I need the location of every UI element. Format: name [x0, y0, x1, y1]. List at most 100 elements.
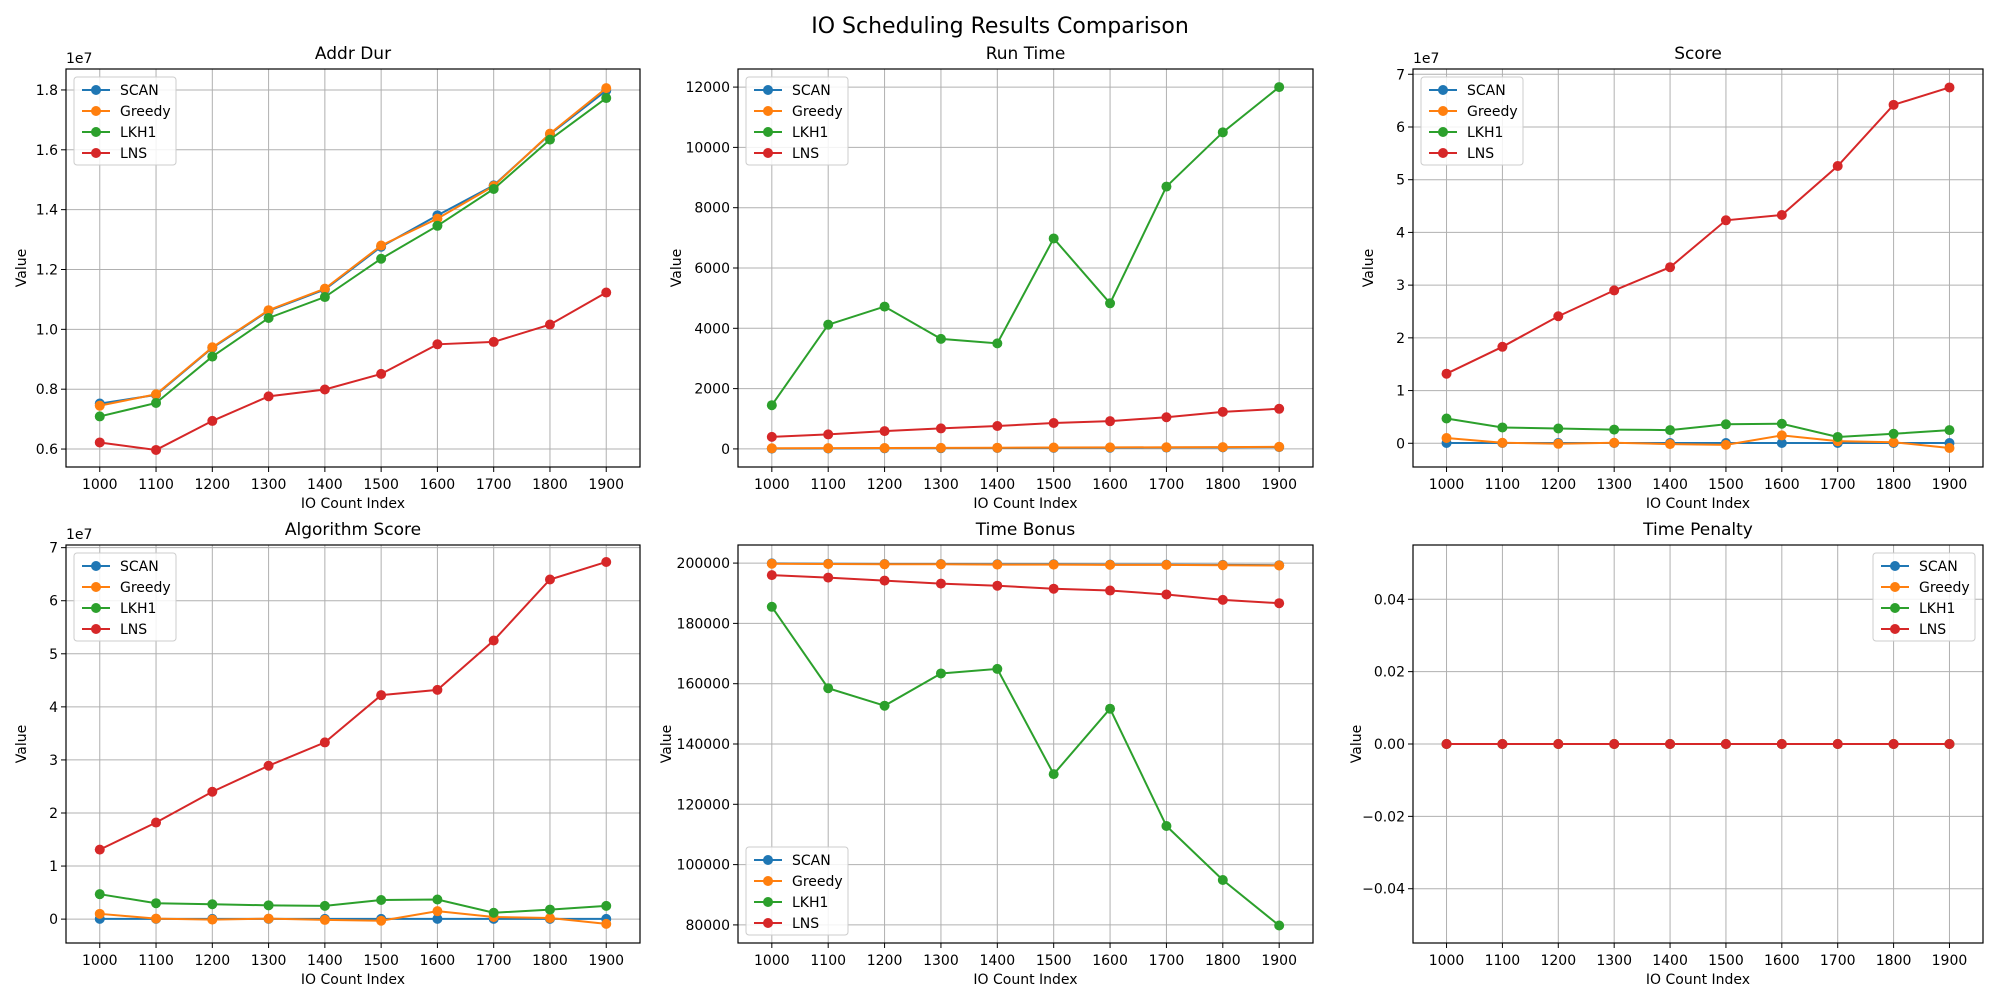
data-point	[823, 683, 834, 694]
data-point	[992, 420, 1003, 431]
data-point	[151, 397, 162, 408]
y-tick-label: 5	[49, 647, 58, 663]
x-tick-label: 1900	[1261, 477, 1297, 493]
legend-label: SCAN	[1919, 559, 1958, 575]
series-lkh1	[766, 601, 1285, 931]
x-tick-label: 1400	[979, 477, 1015, 493]
data-point	[766, 431, 777, 442]
legend-box	[745, 76, 849, 166]
data-point	[544, 574, 555, 585]
data-point	[1609, 424, 1620, 435]
data-point	[1944, 425, 1955, 436]
x-tick-label: 1600	[1764, 477, 1800, 493]
chart-title: Run Time	[986, 44, 1066, 64]
data-point	[94, 908, 105, 919]
data-point	[992, 663, 1003, 674]
data-point	[1776, 210, 1787, 221]
y-tick-label: 100000	[677, 858, 730, 874]
x-tick-label: 1400	[1652, 477, 1688, 493]
legend-marker	[1890, 561, 1900, 571]
plot-frame	[1412, 68, 1984, 468]
legend: SCAN Greedy LKH1 LNS	[1420, 76, 1524, 166]
figure-title: IO Scheduling Results Comparison	[811, 14, 1189, 39]
data-point	[1776, 430, 1787, 441]
data-point	[207, 899, 218, 910]
x-tick-label: 1700	[1149, 477, 1185, 493]
data-point	[766, 570, 777, 581]
data-point	[601, 287, 612, 298]
data-point	[1609, 285, 1620, 296]
data-point	[1832, 160, 1843, 171]
legend-item-lkh1: LKH1	[754, 895, 828, 911]
legend-item-greedy: Greedy	[82, 104, 171, 120]
data-point	[1048, 442, 1059, 453]
series-line-greedy	[99, 87, 607, 407]
y-tick-label: 1.4	[36, 203, 58, 219]
y-tick-label: 180000	[677, 616, 730, 632]
data-point	[601, 900, 612, 911]
series-lns	[766, 403, 1285, 442]
data-point	[1497, 739, 1508, 749]
y-tick-label: 120000	[677, 797, 730, 813]
data-point	[263, 913, 274, 924]
data-point	[766, 558, 777, 569]
legend-label: LKH1	[792, 895, 828, 911]
y-tick-label: 5	[1396, 173, 1405, 189]
x-tick-label: 1300	[251, 477, 287, 493]
data-point	[263, 391, 274, 402]
legend-item-lkh1: LKH1	[754, 125, 828, 141]
series-line-lkh1	[1446, 417, 1950, 438]
legend-label: LNS	[792, 916, 819, 932]
x-tick-label: 1000	[754, 953, 790, 969]
y-tick-label: 6	[49, 594, 58, 610]
chart-title: Algorithm Score	[285, 520, 421, 540]
data-point	[263, 312, 274, 323]
data-point	[151, 389, 162, 400]
data-point	[935, 668, 946, 679]
x-axis-label: IO Count Index	[973, 972, 1077, 988]
y-axis-label: Value	[659, 725, 675, 763]
data-point	[823, 429, 834, 440]
data-point	[1944, 443, 1955, 454]
legend-label: LKH1	[120, 601, 156, 617]
x-axis-label: IO Count Index	[1646, 972, 1750, 988]
chart-panel-6: 1000 1100 1200 1300 1400 1500 1600 1700 1800 1900…	[1349, 520, 1984, 988]
chart-panel-2: 1000 1100 1200 1300 1400 1500 1600 1700 1800 1900…	[669, 44, 1314, 512]
data-point	[823, 443, 834, 454]
legend-label: LNS	[120, 622, 147, 638]
series-line-lns	[99, 561, 607, 851]
data-point	[376, 240, 387, 251]
y-tick-label: 4000	[694, 321, 730, 337]
y-axis-label: Value	[14, 725, 30, 763]
data-point	[1105, 298, 1116, 309]
data-point	[1274, 441, 1285, 452]
data-point	[1105, 585, 1116, 596]
y-tick-label: 10000	[685, 140, 730, 156]
legend-item-lns: LNS	[1881, 622, 1946, 638]
data-point	[1217, 406, 1228, 417]
legend-item-greedy: Greedy	[82, 580, 171, 596]
legend-marker	[91, 624, 101, 634]
data-point	[432, 339, 443, 350]
legend-item-scan: SCAN	[1429, 83, 1506, 99]
x-tick-label: 1900	[1932, 953, 1968, 969]
y-tick-label: 0	[1396, 436, 1405, 452]
x-tick-label: 1800	[1876, 477, 1912, 493]
series-line-lns	[771, 407, 1280, 438]
data-point	[1720, 739, 1731, 749]
legend-label: SCAN	[120, 559, 159, 575]
legend-marker	[1438, 85, 1448, 95]
data-point	[1776, 418, 1787, 429]
plot-frame	[737, 544, 1314, 944]
plot-frame	[65, 544, 641, 944]
chart-panel-5: 1000 1100 1200 1300 1400 1500 1600 1700 1800 1900…	[659, 520, 1314, 988]
axis-offset-text: 1e7	[1413, 51, 1439, 67]
y-tick-label: 0.02	[1374, 665, 1405, 681]
legend-label: Greedy	[792, 874, 843, 890]
legend-marker	[1438, 148, 1448, 158]
legend-item-lns: LNS	[82, 622, 147, 638]
y-tick-label: 4	[49, 700, 58, 716]
data-point	[1048, 769, 1059, 780]
data-point	[1217, 594, 1228, 605]
data-point	[879, 301, 890, 312]
